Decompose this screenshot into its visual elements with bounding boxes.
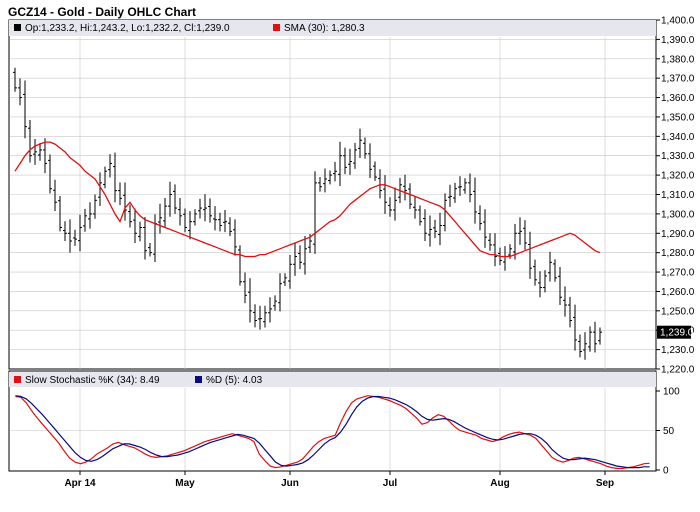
sma-30-line <box>14 141 601 258</box>
price-tick-label: 1,380.0 <box>661 54 695 65</box>
ohlc-legend-text: Op:1,233.2, Hi:1,243.2, Lo:1,232.2, Cl:1… <box>25 23 230 34</box>
sma-legend-swatch <box>273 24 280 31</box>
price-tick-label: 1,370.0 <box>661 74 695 85</box>
price-tick-label: 1,250.0 <box>661 306 695 317</box>
last-price-marker: 1,239.0 <box>657 325 694 339</box>
price-tick-label: 1,290.0 <box>661 229 695 240</box>
price-tick-label: 1,230.0 <box>661 345 695 356</box>
stoch-d-line <box>15 395 650 469</box>
price-tick-label: 1,300.0 <box>661 209 695 220</box>
stoch-d-legend-text: %D (5): 4.03 <box>206 375 263 386</box>
stochastic-panel: 0 50 100 Slow Stochastic %K (34): 8.49 %D … <box>8 370 680 477</box>
price-tick-label: 1,390.0 <box>661 35 695 46</box>
x-tick-label: Apr 14 <box>64 478 96 489</box>
x-tick-label: May <box>175 478 195 489</box>
stoch-tick-label: 0 <box>663 466 669 477</box>
x-tick-label: Aug <box>490 478 509 489</box>
x-tick-label: Jun <box>281 478 299 489</box>
page-title: GCZ14 - Gold - Daily OHLC Chart <box>8 5 196 19</box>
x-tick-label: Sep <box>596 478 614 489</box>
price-grid <box>10 37 655 369</box>
price-tick-label: 1,330.0 <box>661 151 695 162</box>
price-tick-label: 1,400.0 <box>661 16 695 27</box>
stoch-tick-label: 100 <box>663 387 680 398</box>
stochastic-panel-frame <box>8 370 657 472</box>
price-tick-label: 1,360.0 <box>661 93 695 104</box>
price-legend-band <box>9 20 656 36</box>
price-tick-label: 1,260.0 <box>661 287 695 298</box>
price-tick-label: 1,340.0 <box>661 132 695 143</box>
stoch-k-legend-swatch <box>14 376 21 383</box>
price-tick-label: 1,350.0 <box>661 112 695 123</box>
stochastic-axis-ticks: 0 50 100 <box>656 387 680 477</box>
price-tick-label: 1,270.0 <box>661 268 695 279</box>
ohlc-legend-swatch <box>14 24 21 31</box>
sma-legend-text: SMA (30): 1,280.3 <box>284 23 365 34</box>
last-price-label: 1,239.0 <box>660 328 694 339</box>
x-tick-label: Jul <box>383 478 398 489</box>
price-tick-label: 1,280.0 <box>661 248 695 259</box>
stoch-k-legend-text: Slow Stochastic %K (34): 8.49 <box>25 375 160 386</box>
stochastic-legend-band <box>9 372 656 387</box>
stochastic-grid <box>10 388 655 470</box>
price-axis-ticks: 1,220.01,230.01,240.01,250.01,260.01,270… <box>656 16 695 376</box>
stoch-k-line <box>15 395 650 469</box>
price-tick-label: 1,220.0 <box>661 365 695 376</box>
stoch-tick-label: 50 <box>663 426 675 437</box>
price-tick-label: 1,320.0 <box>661 171 695 182</box>
price-panel: 1,220.01,230.01,240.01,250.01,260.01,270… <box>8 16 695 376</box>
price-tick-label: 1,310.0 <box>661 190 695 201</box>
stoch-d-legend-swatch <box>195 376 202 383</box>
x-axis-month-labels: Apr 14 May Jun Jul Aug Sep <box>64 471 614 489</box>
